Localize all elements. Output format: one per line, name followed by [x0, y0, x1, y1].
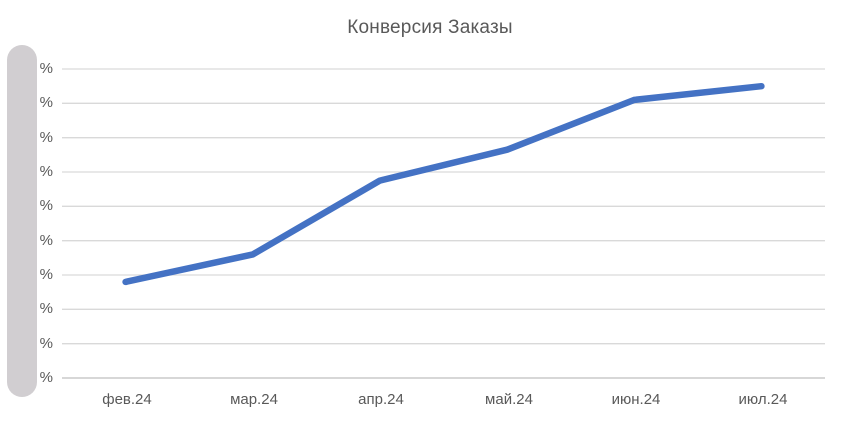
y-tick-label: % — [39, 335, 53, 352]
y-tick-label: % — [39, 266, 53, 283]
scrollbar-thumb[interactable] — [7, 45, 37, 397]
y-tick-label: % — [39, 300, 53, 317]
y-tick-label: % — [39, 129, 53, 146]
x-tick-label: май.24 — [485, 391, 533, 408]
y-tick-label: % — [39, 60, 53, 77]
data-series-line — [122, 82, 765, 286]
y-tick-label: % — [39, 369, 53, 386]
x-tick-label: мар.24 — [230, 391, 278, 408]
chart-title: Конверсия Заказы — [347, 17, 513, 38]
y-tick-label: % — [39, 163, 53, 180]
y-tick-label: % — [39, 232, 53, 249]
x-tick-label: фев.24 — [102, 391, 152, 408]
x-tick-label: апр.24 — [358, 391, 404, 408]
x-tick-label: июн.24 — [611, 391, 661, 408]
x-tick-label: июл.24 — [738, 391, 788, 408]
y-tick-label: % — [39, 197, 53, 214]
y-tick-label: % — [39, 94, 53, 111]
